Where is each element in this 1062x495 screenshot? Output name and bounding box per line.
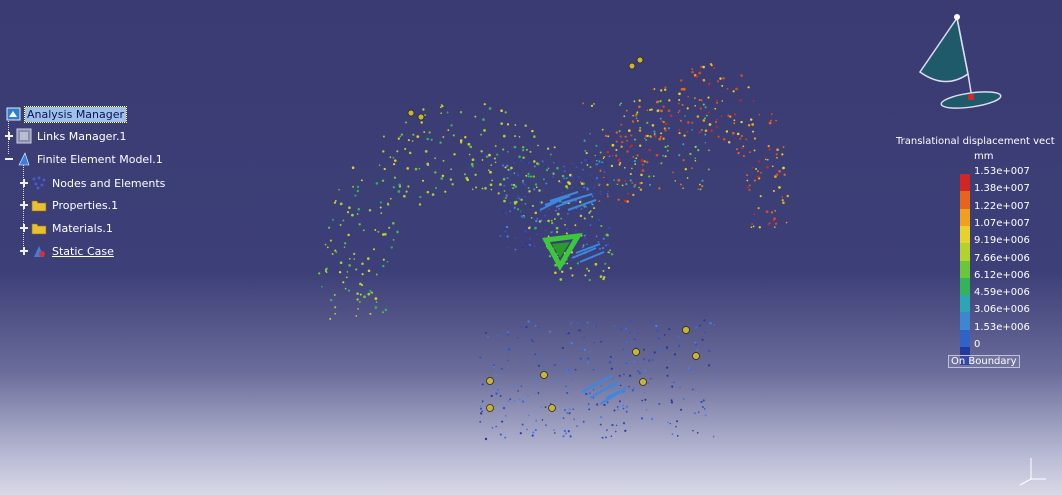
legend-tick-label: 1.07e+007 — [974, 217, 1030, 229]
legend-color-band — [960, 329, 970, 348]
legend-tick-label: 1.53e+006 — [974, 321, 1030, 333]
legend-title: Translational displacement vect — [896, 136, 1055, 147]
expand-plus-icon[interactable] — [20, 247, 28, 255]
legend-tick-label: 0 — [974, 339, 981, 350]
legend-tick-label: 3.06e+006 — [974, 304, 1030, 316]
legend-color-band — [960, 260, 970, 279]
finite-element-model-icon — [16, 151, 32, 167]
tree-item-label: Properties.1 — [52, 198, 119, 212]
legend-tick-label: 4.59e+006 — [974, 287, 1030, 299]
color-legend[interactable]: Translational displacement vect mm 1.53e… — [896, 136, 1062, 368]
load-marker[interactable] — [542, 232, 583, 272]
tree-item-properties[interactable]: Properties.1 — [20, 196, 120, 214]
analysis-manager-icon — [6, 106, 22, 122]
expand-plus-icon[interactable] — [5, 132, 13, 140]
tree-item-label: Links Manager.1 — [37, 129, 127, 143]
expand-plus-icon[interactable] — [20, 224, 28, 232]
legend-unit: mm — [974, 151, 994, 162]
legend-color-band — [960, 295, 970, 313]
legend-color-band — [960, 174, 970, 192]
legend-tick-label: 9.19e+006 — [974, 235, 1030, 247]
legend-tick-label: 1.38e+007 — [974, 183, 1030, 195]
legend-color-band — [960, 225, 970, 244]
tree-item-label: Analysis Manager — [23, 105, 128, 123]
tree-item-analysis-manager[interactable]: Analysis Manager — [6, 105, 128, 123]
collapse-minus-icon[interactable] — [5, 155, 13, 163]
legend-tick-label: 6.12e+006 — [974, 269, 1030, 281]
links-manager-icon — [16, 128, 32, 144]
constraint-markers — [407, 56, 700, 412]
legend-color-band — [960, 191, 970, 210]
axis-triad-icon — [1019, 458, 1046, 486]
tree-item-label: Finite Element Model.1 — [37, 152, 163, 166]
legend-tick-label: 1.22e+007 — [974, 200, 1030, 212]
legend-tick-label: 7.66e+006 — [974, 252, 1030, 264]
nodes-elements-icon — [31, 175, 47, 191]
legend-color-band — [960, 243, 970, 261]
tree-item-nodes-and-elements[interactable]: Nodes and Elements — [20, 174, 167, 192]
compass-widget[interactable] — [918, 14, 1002, 111]
expand-plus-icon[interactable] — [20, 201, 28, 209]
load-arrows-middle — [571, 243, 605, 263]
tree-item-static-case[interactable]: Static Case — [20, 242, 116, 260]
static-case-icon — [31, 243, 47, 259]
tree-item-label: Nodes and Elements — [52, 176, 166, 190]
load-arrows-upper — [539, 191, 597, 211]
tree-item-label: Materials.1 — [52, 221, 113, 235]
folder-icon — [31, 197, 47, 213]
legend-boundary-mode: On Boundary — [948, 355, 1020, 368]
tree-item-label: Static Case — [52, 244, 114, 258]
legend-tick-label: 1.53e+007 — [974, 166, 1030, 177]
legend-color-band — [960, 312, 970, 331]
legend-color-band — [960, 277, 970, 296]
tree-item-finite-element-model[interactable]: Finite Element Model.1 — [5, 150, 165, 168]
folder-icon — [31, 220, 47, 236]
load-arrows-lower — [581, 375, 627, 405]
tree-item-links-manager[interactable]: Links Manager.1 — [5, 127, 128, 145]
legend-color-band — [960, 208, 970, 227]
expand-plus-icon[interactable] — [20, 179, 28, 187]
tree-item-materials[interactable]: Materials.1 — [20, 219, 115, 237]
